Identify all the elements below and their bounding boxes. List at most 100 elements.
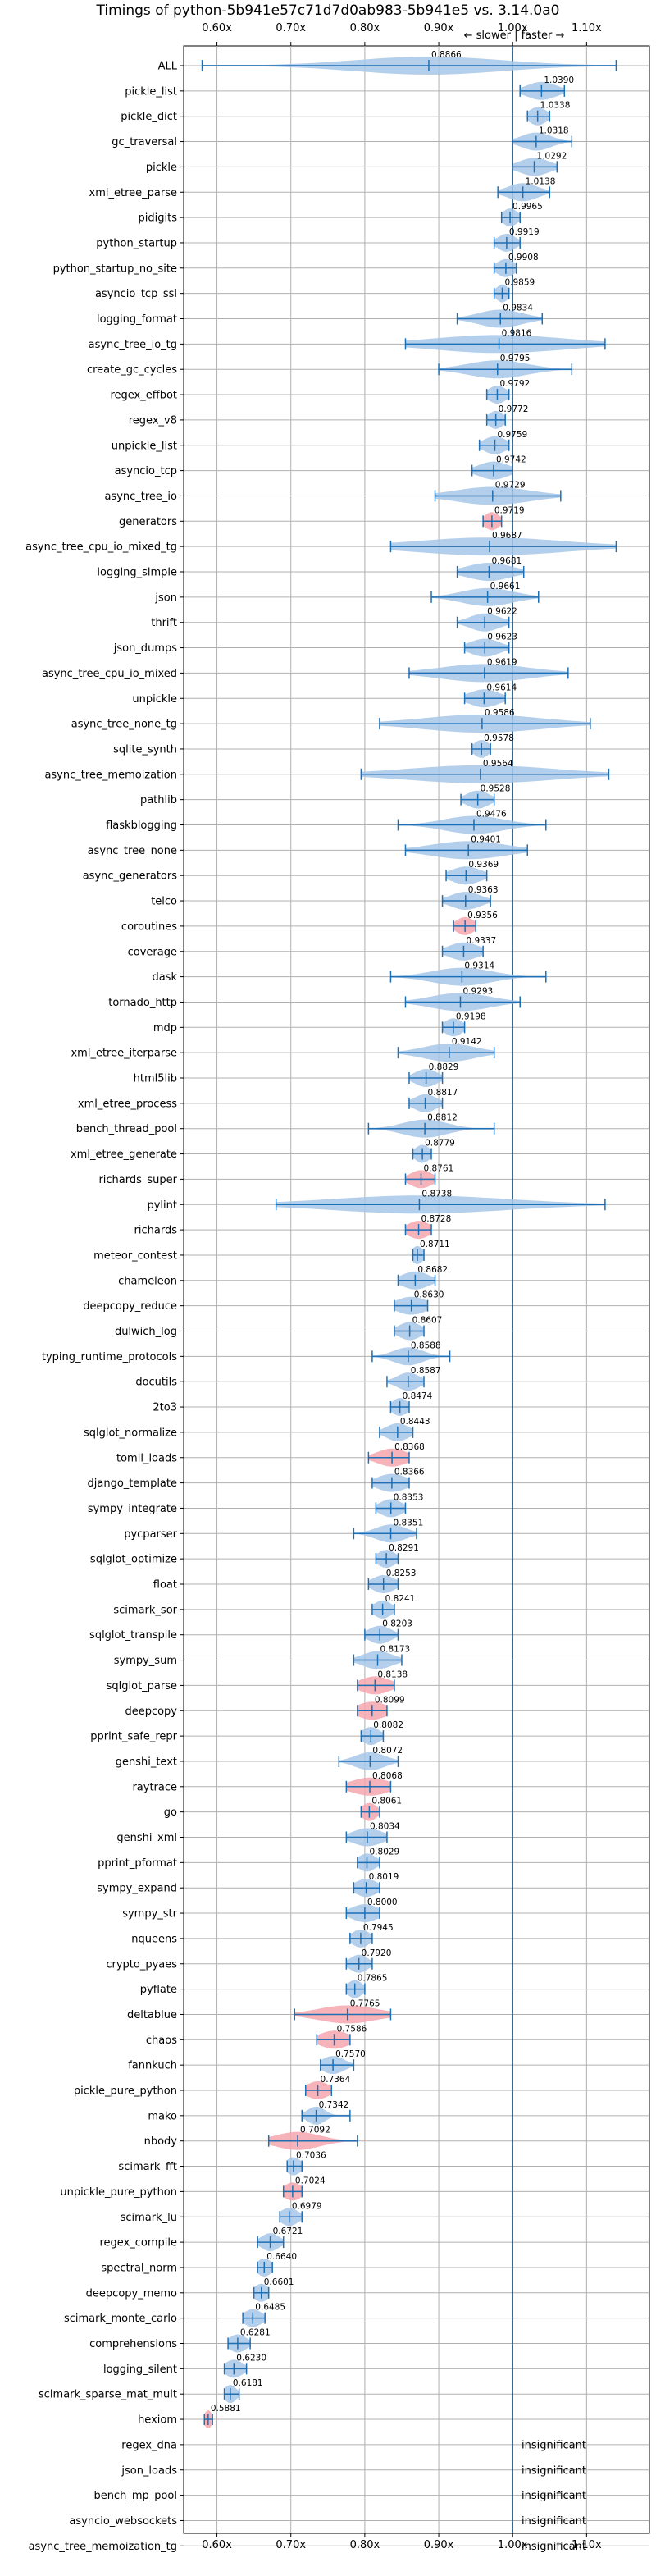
benchmark-label: django_template — [88, 1478, 177, 1490]
benchmark-label: xml_etree_generate — [71, 1149, 177, 1161]
benchmark-label: meteor_contest — [93, 1249, 177, 1262]
value-label: 0.9198 — [456, 1012, 486, 1021]
value-label: 0.6181 — [233, 2378, 263, 2388]
value-label: 0.9476 — [476, 810, 507, 820]
insignificant-label: insignificant — [522, 2541, 586, 2553]
benchmark-label: deltablue — [127, 2009, 177, 2021]
benchmark-label: gc_traversal — [112, 136, 177, 148]
benchmark-label: pidigits — [139, 212, 178, 225]
value-label: 0.8474 — [403, 1391, 433, 1401]
value-label: 0.6601 — [264, 2277, 294, 2287]
value-label: 0.8061 — [371, 1797, 402, 1806]
value-label: 0.7364 — [321, 2075, 351, 2085]
value-label: 0.8203 — [382, 1619, 412, 1629]
value-label: 0.8738 — [421, 1189, 452, 1199]
benchmark-label: regex_effbot — [110, 390, 177, 402]
benchmark-label: regex_dna — [121, 2439, 177, 2451]
benchmark-label: fannkuch — [128, 2060, 177, 2072]
benchmark-label: go — [164, 1806, 177, 1819]
value-label: 0.8291 — [389, 1543, 419, 1553]
value-label: 1.0390 — [544, 75, 574, 85]
value-label: 0.6281 — [240, 2328, 271, 2338]
value-label: 0.9614 — [486, 683, 517, 692]
value-label: 0.9369 — [468, 860, 499, 870]
benchmark-label: pickle_dict — [121, 111, 177, 123]
value-label: 0.9337 — [466, 936, 496, 946]
value-label: 0.9742 — [496, 455, 526, 465]
value-label: 0.7342 — [319, 2100, 349, 2110]
value-label: 0.9401 — [471, 834, 501, 844]
value-label: 0.8241 — [385, 1594, 416, 1604]
benchmark-label: hexiom — [138, 2414, 177, 2427]
value-label: 0.8866 — [431, 50, 462, 60]
insignificant-label: insignificant — [522, 2490, 586, 2502]
value-label: 0.7024 — [295, 2176, 326, 2185]
value-label: 0.9528 — [481, 784, 511, 794]
benchmark-label: pickle — [146, 162, 177, 174]
benchmark-label: chameleon — [118, 1275, 177, 1287]
value-label: 0.8588 — [411, 1341, 441, 1350]
benchmark-label: raytrace — [132, 1781, 177, 1793]
value-label: 0.8353 — [394, 1492, 424, 1502]
benchmark-label: asyncio_tcp — [115, 465, 177, 477]
benchmark-label: python_startup — [96, 237, 177, 249]
value-label: 0.6640 — [266, 2252, 297, 2262]
benchmark-label: pycparser — [124, 1528, 177, 1541]
benchmark-label: richards_super — [98, 1174, 177, 1186]
value-label: 0.8761 — [423, 1163, 453, 1173]
value-label: 0.7920 — [362, 1948, 392, 1958]
benchmark-label: docutils — [135, 1377, 177, 1389]
benchmark-label: deepcopy_reduce — [83, 1300, 177, 1313]
chart-title: Timings of python-5b941e57c71d7d0ab983-5… — [96, 2, 560, 19]
benchmark-label: regex_compile — [99, 2237, 177, 2249]
x-tick-label-bottom: 0.90x — [424, 2539, 454, 2551]
benchmark-label: ALL — [158, 61, 178, 73]
insignificant-label: insignificant — [522, 2464, 586, 2477]
benchmark-label: tornado_http — [108, 997, 177, 1009]
benchmark-label: 2to3 — [153, 1402, 177, 1414]
value-label: 0.9792 — [499, 379, 530, 389]
insignificant-label: insignificant — [522, 2515, 586, 2528]
value-label: 0.8034 — [370, 1822, 400, 1832]
benchmark-label: telco — [151, 896, 177, 908]
value-label: 0.9578 — [484, 733, 514, 743]
benchmark-label: async_tree_none_tg — [71, 719, 177, 731]
value-label: 0.9293 — [462, 986, 493, 996]
benchmark-label: json_loads — [121, 2464, 177, 2477]
value-label: 1.0318 — [539, 126, 569, 136]
benchmark-label: async_tree_none — [88, 845, 177, 857]
benchmark-label: deepcopy — [125, 1706, 177, 1718]
value-label: 0.9834 — [503, 304, 533, 313]
value-label: 0.8587 — [411, 1366, 441, 1376]
value-label: 0.9919 — [509, 227, 540, 237]
value-label: 0.8138 — [377, 1669, 408, 1679]
value-label: 0.7092 — [300, 2126, 330, 2135]
value-label: 0.8068 — [372, 1771, 403, 1781]
value-label: 0.9859 — [504, 278, 535, 288]
value-label: 0.7570 — [335, 2049, 366, 2059]
value-label: 1.0338 — [540, 101, 571, 111]
benchmark-label: sqlglot_parse — [107, 1680, 177, 1692]
benchmark-label: sqlglot_optimize — [90, 1554, 177, 1566]
x-tick-label-top: 0.60x — [202, 22, 232, 34]
value-label: 0.8351 — [394, 1518, 424, 1528]
value-label: 0.9772 — [499, 404, 529, 414]
benchmark-label: mako — [148, 2110, 177, 2122]
value-label: 0.8817 — [428, 1088, 458, 1098]
value-label: 0.8728 — [421, 1214, 452, 1224]
benchmark-label: unpickle_pure_python — [60, 2186, 177, 2199]
benchmark-label: async_tree_memoization_tg — [29, 2541, 177, 2553]
benchmark-label: xml_etree_iterparse — [71, 1048, 177, 1060]
value-label: 0.8029 — [370, 1847, 400, 1857]
benchmark-label: thrift — [151, 617, 177, 629]
benchmark-label: coverage — [128, 946, 177, 958]
value-label: 0.8000 — [367, 1898, 398, 1907]
value-label: 0.9795 — [500, 354, 531, 363]
value-label: 0.7036 — [296, 2151, 326, 2161]
value-label: 0.8607 — [412, 1316, 443, 1326]
benchmark-label: float — [153, 1579, 177, 1592]
benchmark-label: logging_silent — [103, 2364, 177, 2376]
value-label: 0.9314 — [464, 961, 494, 971]
direction-label: ← slower | faster → — [464, 30, 565, 42]
value-label: 0.9622 — [487, 607, 517, 617]
